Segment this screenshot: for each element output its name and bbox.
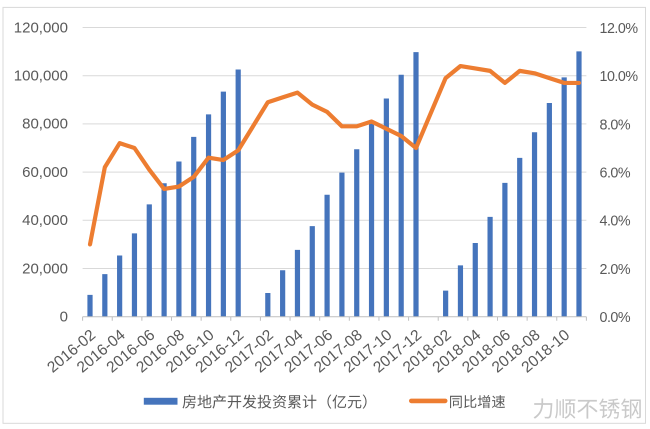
svg-text:120,000: 120,000	[14, 19, 68, 36]
svg-text:8.0%: 8.0%	[600, 117, 631, 133]
svg-text:2.0%: 2.0%	[600, 262, 631, 278]
svg-text:0.0%: 0.0%	[600, 310, 631, 326]
svg-text:40,000: 40,000	[22, 212, 68, 229]
svg-text:12.0%: 12.0%	[600, 21, 639, 37]
svg-text:4.0%: 4.0%	[600, 214, 631, 230]
svg-text:6.0%: 6.0%	[600, 166, 631, 182]
svg-text:10.0%: 10.0%	[600, 69, 639, 85]
svg-text:80,000: 80,000	[22, 116, 68, 133]
svg-text:20,000: 20,000	[22, 260, 68, 277]
svg-text:100,000: 100,000	[14, 68, 68, 85]
svg-text:60,000: 60,000	[22, 164, 68, 181]
svg-text:0: 0	[60, 309, 68, 326]
